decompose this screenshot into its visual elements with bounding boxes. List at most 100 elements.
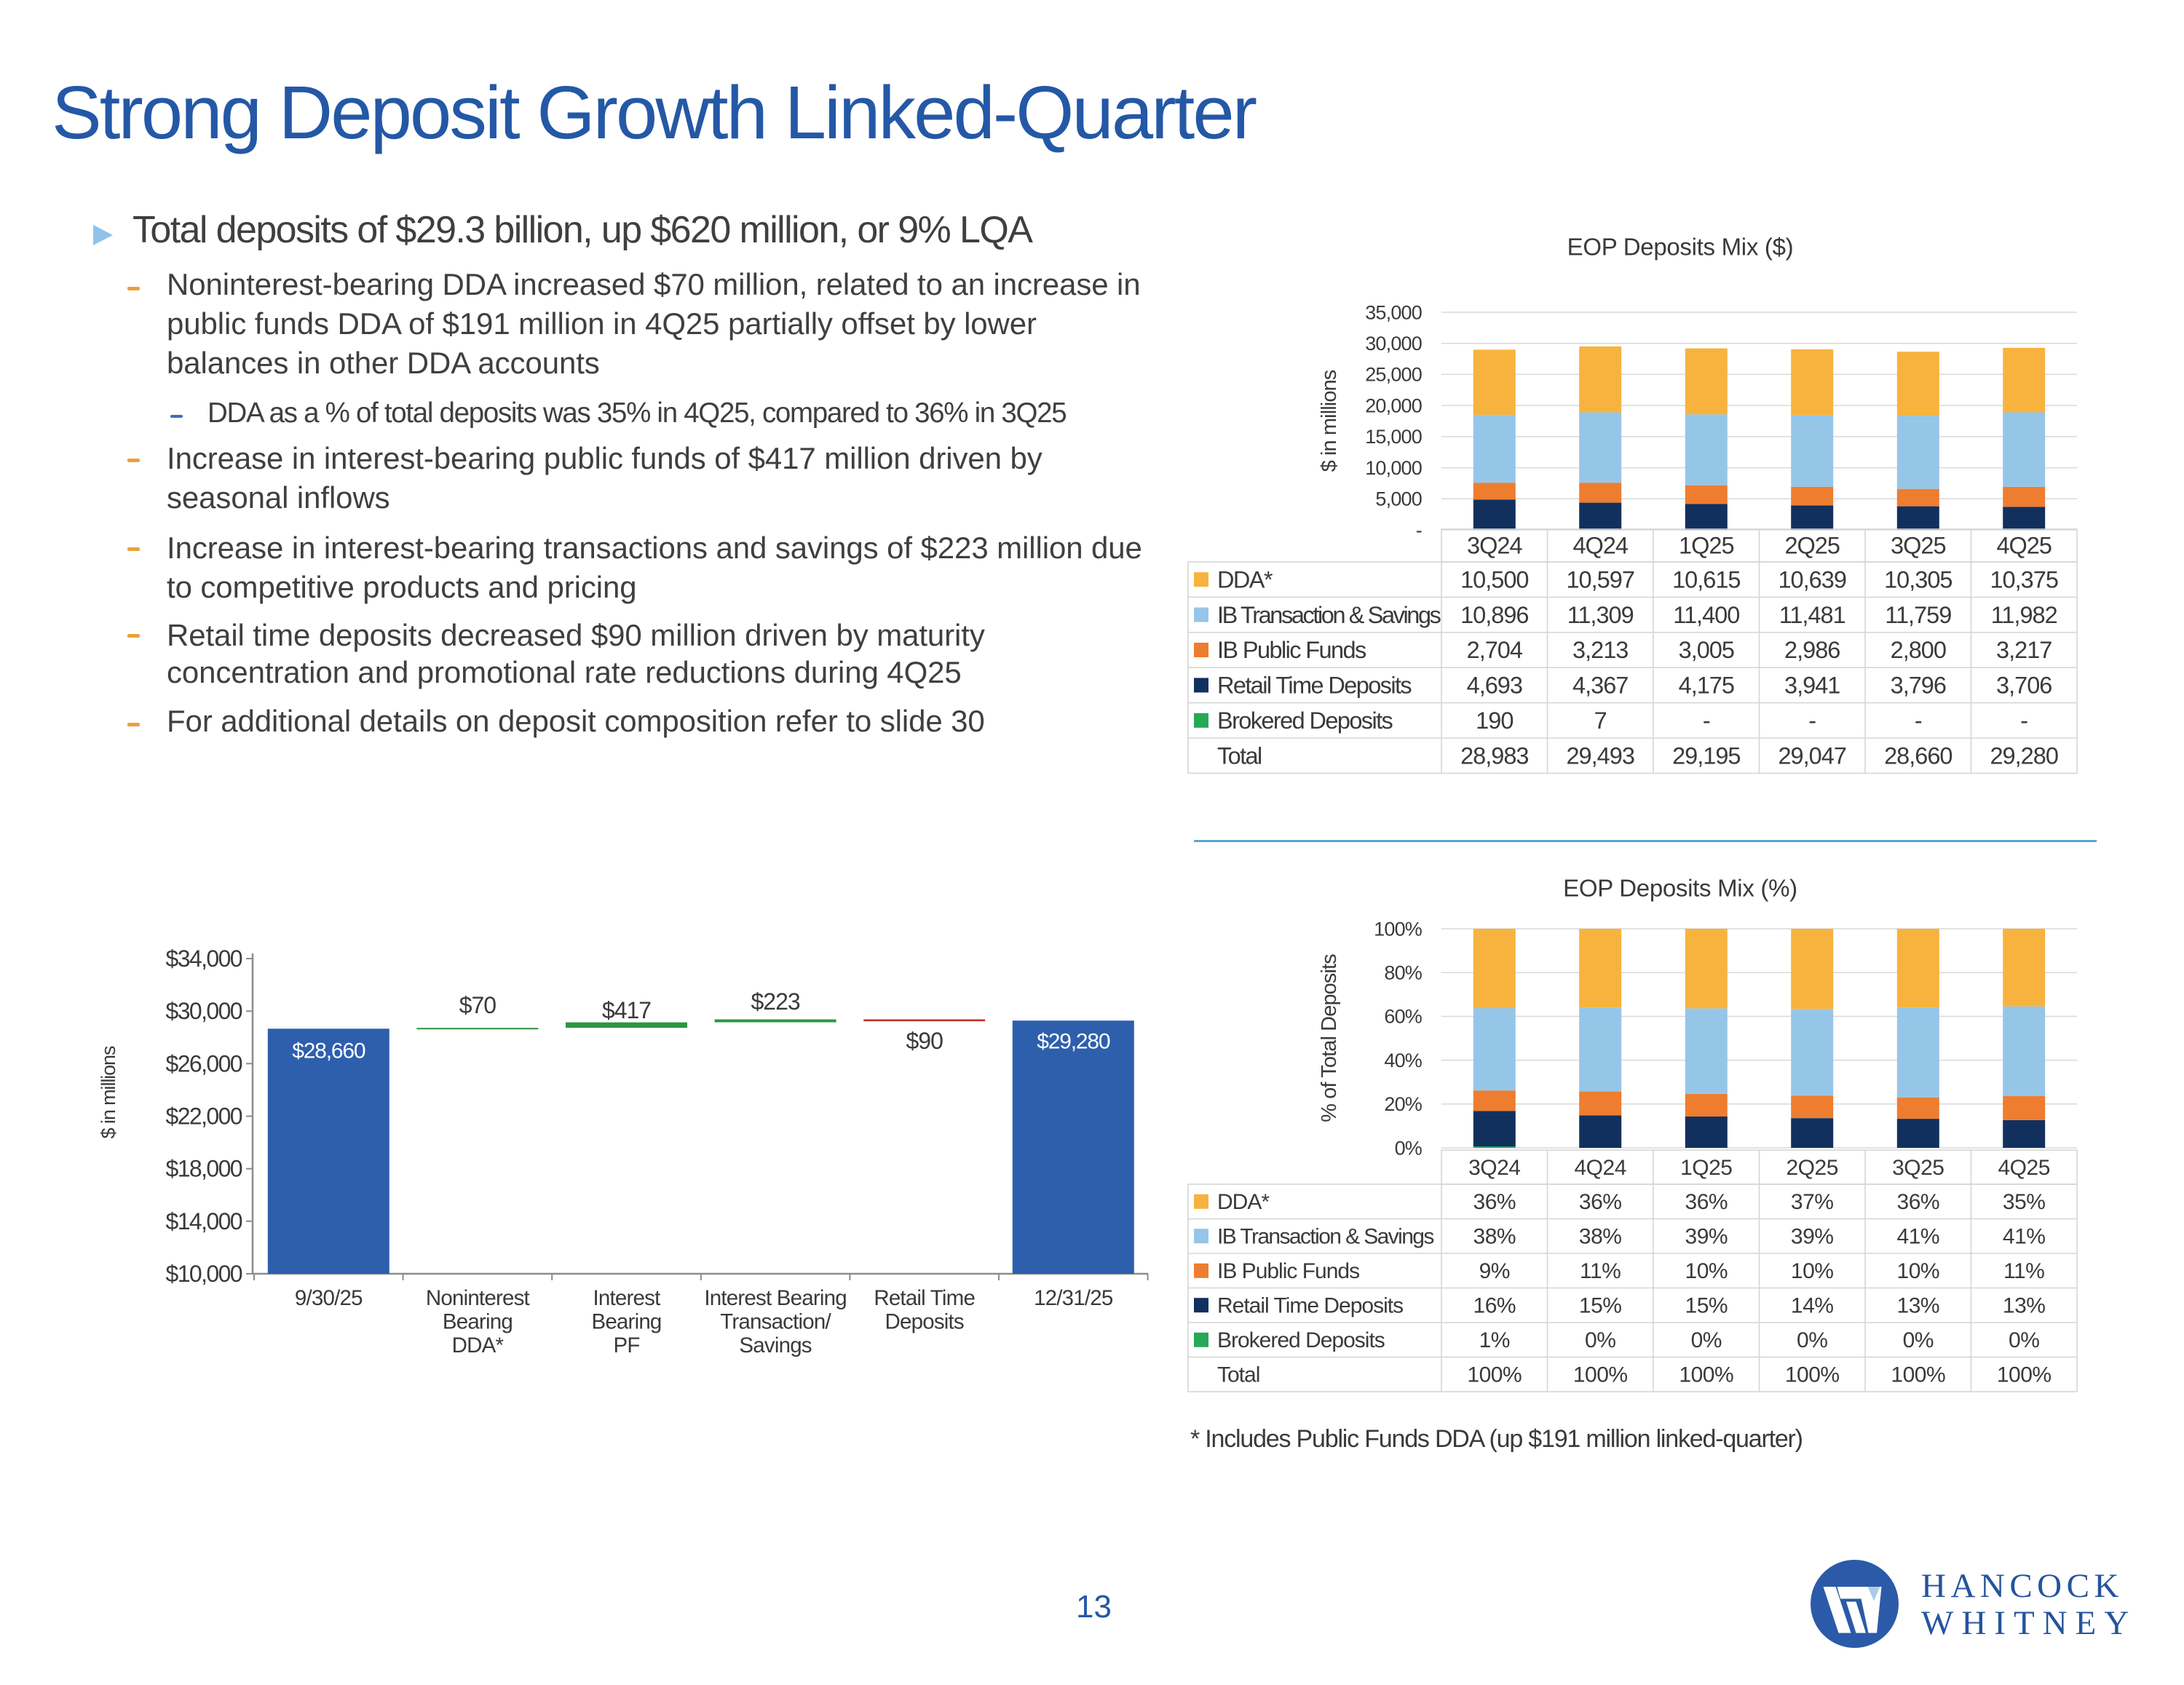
svg-text:15,000: 15,000 [1365, 426, 1422, 448]
svg-text:10,639: 10,639 [1778, 566, 1845, 592]
svg-text:39%: 39% [1685, 1225, 1728, 1249]
svg-text:13%: 13% [2003, 1294, 2046, 1318]
svg-text:2,986: 2,986 [1784, 637, 1840, 663]
svg-text:0%: 0% [1395, 1137, 1423, 1159]
svg-text:16%: 16% [1473, 1294, 1516, 1318]
svg-text:4Q24: 4Q24 [1572, 533, 1628, 559]
svg-text:10,500: 10,500 [1460, 566, 1528, 592]
svg-text:Noninterest: Noninterest [426, 1286, 530, 1310]
svg-text:10%: 10% [1791, 1259, 1834, 1283]
svg-text:100%: 100% [1679, 1363, 1733, 1387]
svg-text:-: - [1915, 707, 1922, 734]
svg-text:100%: 100% [1374, 918, 1423, 940]
svg-text:100%: 100% [1785, 1363, 1840, 1387]
svg-text:Retail Time Deposits: Retail Time Deposits [1217, 673, 1412, 699]
svg-text:3Q24: 3Q24 [1468, 1156, 1520, 1180]
svg-text:2,704: 2,704 [1467, 637, 1523, 663]
svg-text:35%: 35% [2003, 1190, 2046, 1214]
svg-text:100%: 100% [1997, 1363, 2052, 1387]
svg-text:Interest Bearing: Interest Bearing [704, 1286, 846, 1310]
svg-text:40%: 40% [1384, 1050, 1422, 1071]
svg-text:$22,000: $22,000 [166, 1103, 242, 1130]
svg-text:60%: 60% [1384, 1006, 1422, 1028]
svg-text:11,982: 11,982 [1991, 602, 2057, 628]
svg-text:-: - [1416, 519, 1422, 541]
svg-text:Transaction/: Transaction/ [720, 1310, 831, 1334]
svg-text:10%: 10% [1897, 1259, 1940, 1283]
svg-text:DDA*: DDA* [1217, 1190, 1270, 1214]
svg-text:Bearing: Bearing [591, 1310, 661, 1334]
svg-text:IB Public Funds: IB Public Funds [1217, 1259, 1359, 1283]
svg-text:$29,280: $29,280 [1037, 1029, 1110, 1053]
svg-text:-: - [1808, 707, 1816, 734]
svg-text:3,706: 3,706 [1996, 673, 2052, 699]
svg-text:10,896: 10,896 [1460, 602, 1528, 628]
svg-text:IB Transaction & Savings: IB Transaction & Savings [1217, 602, 1441, 628]
svg-text:30,000: 30,000 [1365, 333, 1422, 354]
svg-text:Interest: Interest [593, 1286, 661, 1310]
svg-text:$ in millions: $ in millions [1318, 370, 1341, 472]
svg-text:3,941: 3,941 [1784, 673, 1840, 699]
svg-text:11,759: 11,759 [1885, 602, 1951, 628]
svg-text:28,660: 28,660 [1884, 742, 1952, 769]
svg-text:HANCOCK: HANCOCK [1921, 1567, 2124, 1605]
svg-text:11%: 11% [2003, 1259, 2044, 1283]
svg-text:-: - [2020, 707, 2027, 734]
svg-text:12/31/25: 12/31/25 [1034, 1286, 1113, 1310]
svg-text:$10,000: $10,000 [166, 1261, 242, 1287]
svg-text:11,309: 11,309 [1567, 602, 1634, 628]
svg-text:3,213: 3,213 [1572, 637, 1628, 663]
svg-text:DDA*: DDA* [452, 1333, 505, 1357]
svg-text:PF: PF [613, 1333, 639, 1357]
svg-text:% of Total Deposits: % of Total Deposits [1318, 954, 1341, 1122]
svg-text:$34,000: $34,000 [166, 945, 242, 972]
svg-text:36%: 36% [1685, 1190, 1728, 1214]
svg-text:36%: 36% [1897, 1190, 1940, 1214]
svg-text:4Q24: 4Q24 [1575, 1156, 1626, 1180]
svg-text:29,280: 29,280 [1990, 742, 2057, 769]
svg-text:41%: 41% [1897, 1225, 1940, 1249]
svg-text:10,615: 10,615 [1672, 566, 1740, 592]
svg-text:1Q25: 1Q25 [1679, 533, 1734, 559]
svg-text:10%: 10% [1685, 1259, 1728, 1283]
svg-text:$70: $70 [459, 992, 496, 1018]
svg-text:13%: 13% [1897, 1294, 1940, 1318]
svg-text:0%: 0% [1691, 1328, 1722, 1352]
svg-text:IB Transaction & Savings: IB Transaction & Savings [1217, 1225, 1433, 1249]
svg-text:15%: 15% [1579, 1294, 1622, 1318]
svg-text:DDA*: DDA* [1217, 566, 1273, 592]
svg-text:3,005: 3,005 [1679, 637, 1734, 663]
svg-text:38%: 38% [1473, 1225, 1516, 1249]
svg-text:$90: $90 [906, 1028, 943, 1054]
svg-text:10,597: 10,597 [1566, 566, 1634, 592]
svg-text:3,217: 3,217 [1996, 637, 2052, 663]
svg-text:10,375: 10,375 [1990, 566, 2057, 592]
svg-text:Retail Time: Retail Time [874, 1286, 975, 1310]
svg-text:0%: 0% [1903, 1328, 1934, 1352]
svg-text:Brokered Deposits: Brokered Deposits [1217, 707, 1393, 734]
svg-text:$28,660: $28,660 [292, 1039, 365, 1063]
svg-text:25,000: 25,000 [1365, 364, 1422, 386]
svg-text:0%: 0% [2009, 1328, 2039, 1352]
svg-text:35,000: 35,000 [1365, 301, 1422, 323]
svg-text:7: 7 [1594, 707, 1607, 734]
svg-text:10,000: 10,000 [1365, 457, 1422, 479]
svg-text:29,047: 29,047 [1778, 742, 1845, 769]
svg-text:Deposits: Deposits [885, 1310, 964, 1334]
svg-text:2Q25: 2Q25 [1787, 1156, 1838, 1180]
svg-text:39%: 39% [1791, 1225, 1834, 1249]
svg-text:$14,000: $14,000 [166, 1208, 242, 1234]
svg-text:Bearing: Bearing [443, 1310, 513, 1334]
svg-text:9%: 9% [1479, 1259, 1510, 1283]
svg-text:100%: 100% [1467, 1363, 1522, 1387]
svg-text:EOP Deposits Mix ($): EOP Deposits Mix ($) [1567, 233, 1794, 260]
svg-text:$ in millions: $ in millions [98, 1046, 119, 1138]
svg-text:20,000: 20,000 [1365, 395, 1422, 416]
svg-text:10,305: 10,305 [1884, 566, 1952, 592]
svg-text:2Q25: 2Q25 [1784, 533, 1840, 559]
svg-text:36%: 36% [1473, 1190, 1516, 1214]
svg-text:$18,000: $18,000 [166, 1156, 242, 1182]
svg-text:28,983: 28,983 [1460, 742, 1528, 769]
svg-text:* Includes Public Funds DDA (u: * Includes Public Funds DDA (up $191 mil… [1190, 1425, 1803, 1453]
svg-text:4,367: 4,367 [1572, 673, 1628, 699]
